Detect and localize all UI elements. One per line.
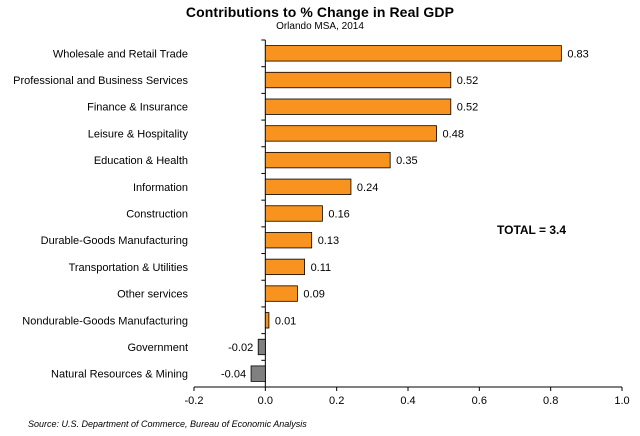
data-label: -0.04: [221, 369, 246, 381]
bar: [264, 205, 323, 222]
bar: [264, 71, 452, 89]
bar: [264, 258, 305, 276]
category-label: Government: [127, 342, 188, 354]
bar: [264, 178, 352, 195]
x-tick-label: 0.8: [543, 395, 558, 407]
bar: [264, 45, 562, 62]
data-label: 0.01: [275, 315, 296, 327]
x-tick-label: -0.2: [185, 395, 204, 407]
data-label: 0.48: [443, 128, 464, 140]
category-label: Wholesale and Retail Trade: [53, 48, 188, 60]
x-tick-label: 0.4: [400, 395, 415, 407]
data-label: 0.09: [303, 289, 324, 301]
source-note: Source: U.S. Department of Commerce, Bur…: [28, 419, 307, 429]
category-label: Education & Health: [94, 155, 188, 167]
bar: [250, 365, 266, 382]
category-label: Nondurable-Goods Manufacturing: [22, 315, 188, 327]
data-label: -0.02: [228, 342, 253, 354]
category-label: Leisure & Hospitality: [88, 128, 189, 140]
bar: [264, 98, 452, 115]
bar: [264, 125, 437, 142]
category-label: Professional and Business Services: [13, 75, 188, 87]
x-tick-label: 1.0: [614, 395, 629, 407]
x-tick-label: 0.2: [329, 395, 344, 407]
bar: [264, 232, 313, 249]
category-label: Natural Resources & Mining: [51, 369, 188, 381]
data-label: 0.52: [457, 102, 478, 114]
bar: [264, 285, 298, 302]
total-annotation: TOTAL = 3.4: [497, 223, 567, 237]
bar: [264, 312, 270, 329]
category-label: Other services: [117, 289, 188, 301]
bar: [264, 151, 391, 169]
chart-title: Contributions to % Change in Real GDP: [185, 4, 455, 20]
category-label: Information: [133, 182, 188, 194]
category-label: Finance & Insurance: [87, 102, 188, 114]
x-tick-label: 0.6: [472, 395, 487, 407]
data-label: 0.52: [457, 75, 478, 87]
bar: [257, 338, 266, 356]
data-label: 0.35: [396, 155, 417, 167]
data-label: 0.11: [311, 262, 332, 274]
category-label: Construction: [126, 209, 188, 221]
chart-subtitle: Orlando MSA, 2014: [276, 21, 364, 32]
category-label: Durable-Goods Manufacturing: [41, 235, 188, 247]
data-label: 0.24: [357, 182, 378, 194]
category-label: Transportation & Utilities: [69, 262, 189, 274]
data-label: 0.16: [328, 209, 349, 221]
data-label: 0.13: [318, 235, 339, 247]
x-tick-label: 0.0: [258, 395, 273, 407]
data-label: 0.83: [567, 48, 588, 60]
